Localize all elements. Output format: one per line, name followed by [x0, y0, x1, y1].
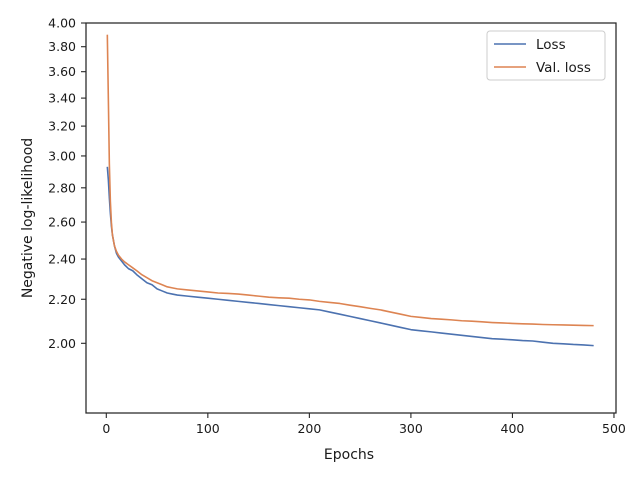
y-tick-label: 2.60 [48, 215, 76, 230]
y-axis-title: Negative log-likelihood [20, 138, 36, 298]
legend: Loss Val. loss [486, 30, 606, 81]
y-tick-label: 2.20 [48, 292, 76, 307]
y-tick-label: 2.40 [48, 252, 76, 267]
legend-loss-label: Loss [536, 37, 566, 53]
y-tick-label: 2.80 [48, 180, 76, 195]
x-tick-label: 0 [102, 421, 110, 436]
y-axis: 2.00 2.20 2.40 2.60 2.80 3.00 3.20 3.40 3.60 3.80… [48, 16, 86, 351]
y-tick-label: 3.20 [48, 119, 76, 134]
y-tick-label: 3.60 [48, 64, 76, 79]
x-tick-label: 500 [602, 421, 626, 436]
y-tick-label: 4.00 [48, 16, 76, 31]
x-tick-label: 400 [501, 421, 525, 436]
val-loss-line [106, 34, 594, 327]
y-tick-label: 3.00 [48, 148, 76, 163]
plot-frame [85, 22, 617, 414]
x-axis-title: Epochs [324, 447, 374, 463]
x-tick-label: 200 [297, 421, 321, 436]
x-tick-label: 100 [196, 421, 220, 436]
legend-val-loss-label: Val. loss [536, 60, 591, 76]
series-layer [106, 34, 594, 347]
plot-background [86, 23, 616, 413]
y-tick-label: 3.80 [48, 39, 76, 54]
x-tick-label: 300 [399, 421, 423, 436]
loss-line [106, 166, 594, 347]
y-tick-label: 3.40 [48, 91, 76, 106]
y-tick-label: 2.00 [48, 336, 76, 351]
x-axis: 0 100 200 300 400 500 [102, 413, 626, 436]
